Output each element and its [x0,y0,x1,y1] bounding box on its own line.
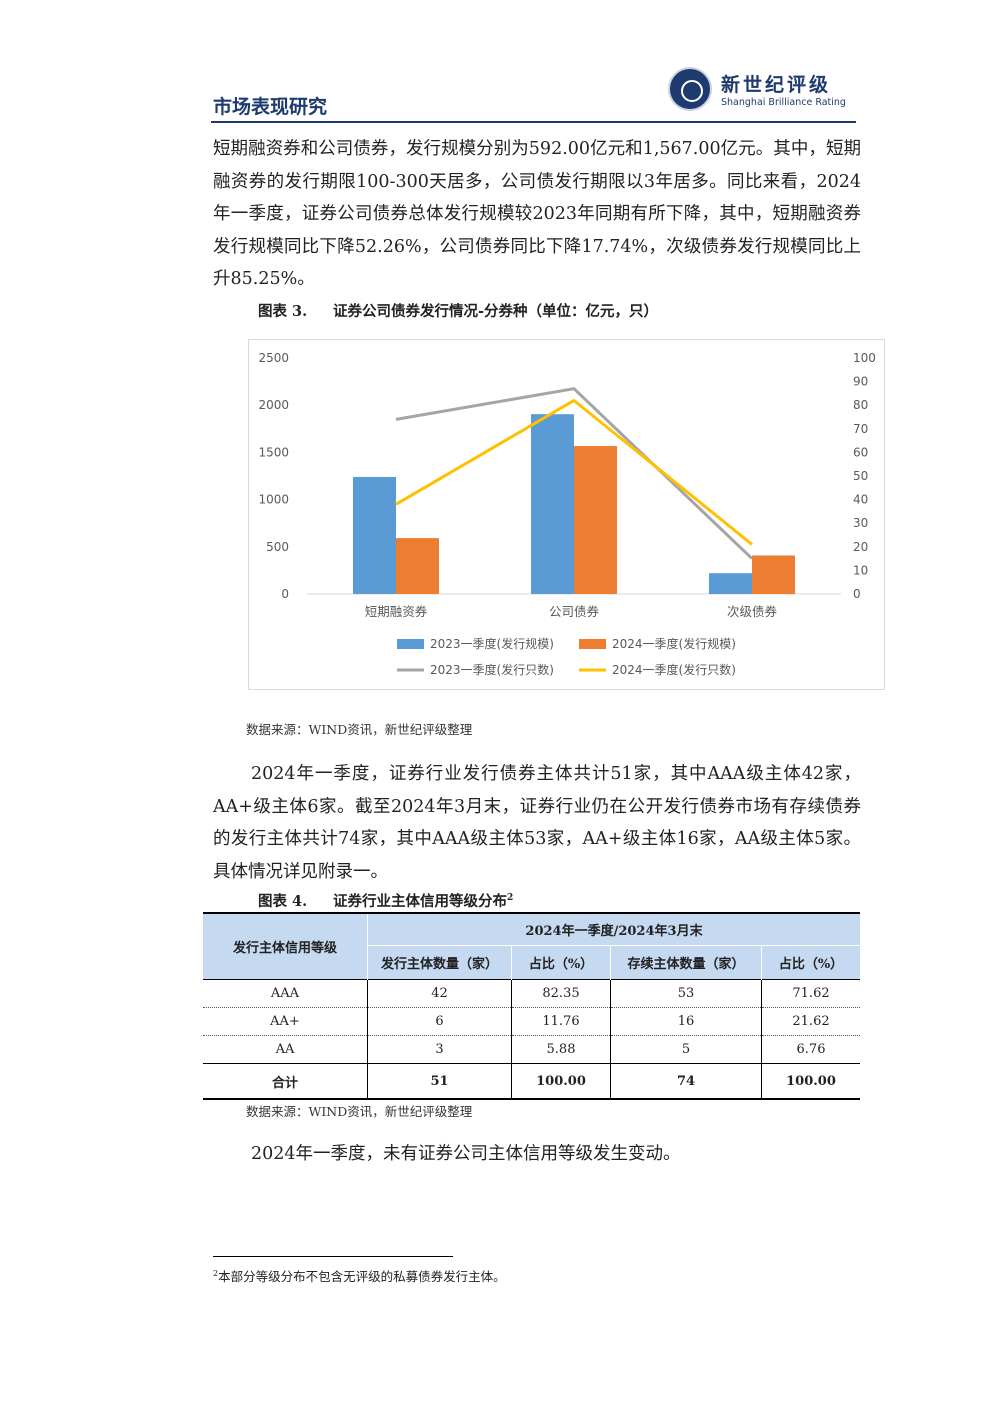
figure-4-title: 证券行业主体信用等级分布2 [333,893,514,910]
series-line [395,387,754,560]
header-divider [211,121,856,123]
cell: 74 [610,1063,762,1100]
cell: AA+ [203,1007,368,1036]
source-note-1: 数据来源：WIND资讯，新世纪评级整理 [246,722,473,737]
figure-3-title: 证券公司债券发行情况-分券种（单位：亿元，只） [333,303,659,320]
y-tick-label: 2000 [258,398,289,412]
cell: 5.88 [511,1035,611,1064]
y2-tick-label: 50 [853,469,868,483]
footnote-divider [213,1256,453,1257]
y2-tick-label: 100 [853,351,876,365]
cell: 51 [367,1063,512,1100]
cell: 100.00 [511,1063,611,1100]
cell: 合计 [203,1063,368,1100]
table-grouphead: 2024年一季度/2024年3月末 [367,912,860,946]
bar [531,414,574,594]
paragraph-1: 短期融资券和公司债券，发行规模分别为592.00亿元和1,567.00亿元。其中… [213,139,861,289]
y-tick-label: 2500 [258,351,289,365]
bar [752,555,795,594]
rating-distribution-table: 发行主体信用等级 2024年一季度/2024年3月末 发行主体数量（家） 占比（… [203,912,860,1100]
y-tick-label: 0 [281,587,289,601]
legend-label: 2024一季度(发行只数) [612,662,736,677]
logo-cn: 新世纪评级 [721,74,832,96]
y2-tick-label: 10 [853,563,868,577]
col-header: 占比（%） [761,945,860,980]
logo-emblem-icon [668,67,712,111]
footnote-ref: 2 [507,893,514,904]
y2-tick-label: 30 [853,516,868,530]
legend-label: 2023一季度(发行只数) [430,662,554,677]
paragraph-3: 2024年一季度，未有证券公司主体信用等级发生变动。 [251,1144,681,1164]
legend-label: 2024一季度(发行规模) [612,636,736,651]
cell: 5 [610,1035,762,1064]
cell: 11.76 [511,1007,611,1036]
y2-tick-label: 0 [853,587,861,601]
bar [353,476,396,594]
table-rowhead: 发行主体信用等级 [203,912,368,980]
footnote-text: 本部分等级分布不包含无评级的私募债券发行主体。 [218,1269,506,1284]
paragraph-2: 2024年一季度，证券行业发行债券主体共计51家，其中AAA级主体42家，AA+… [213,764,861,882]
col-header: 存续主体数量（家） [610,945,762,980]
y2-tick-label: 20 [853,540,868,554]
bar [396,538,439,594]
chart-container: 0 500 1000 1500 2000 2500 0 10 20 30 40 50 60 70 80 90 1… [248,339,885,690]
source-note-2: 数据来源：WIND资讯，新世纪评级整理 [246,1104,473,1119]
legend-swatch [579,639,606,649]
table-row: AA 3 5.88 5 6.76 [203,1035,860,1064]
cell: 53 [610,979,762,1008]
x-tick-label: 次级债券 [727,604,778,619]
cell: 6.76 [761,1035,860,1064]
legend-swatch [397,639,424,649]
series-line [395,398,753,546]
cell: 82.35 [511,979,611,1008]
y-tick-label: 500 [266,540,289,554]
table-row: AA+ 6 11.76 16 21.62 [203,1007,860,1036]
table-row: AAA 42 82.35 53 71.62 [203,979,860,1008]
footnote: 2本部分等级分布不包含无评级的私募债券发行主体。 [213,1266,506,1285]
y2-tick-label: 60 [853,445,868,459]
cell: 100.00 [761,1063,860,1100]
y2-tick-label: 90 [853,375,868,389]
footnote-mark: 2 [213,1268,219,1278]
section-title: 市场表现研究 [213,96,328,118]
bond-issuance-chart: 0 500 1000 1500 2000 2500 0 10 20 30 40 50 60 70 80 90 1… [258,351,876,677]
x-tick-label: 公司债券 [549,604,600,619]
y2-tick-label: 80 [853,398,868,412]
cell: 16 [610,1007,762,1036]
bar [574,446,617,594]
logo-en: Shanghai Brilliance Rating [721,97,846,108]
table-total-row: 合计 51 100.00 74 100.00 [203,1063,860,1100]
cell: 3 [367,1035,512,1064]
y2-tick-label: 70 [853,422,868,436]
bar [709,573,752,594]
cell: 42 [367,979,512,1008]
y-tick-label: 1000 [258,493,289,507]
cell: AAA [203,979,368,1008]
col-header: 占比（%） [511,945,611,980]
cell: 6 [367,1007,512,1036]
y2-tick-label: 40 [853,493,868,507]
legend-label: 2023一季度(发行规模) [430,636,554,651]
figure-3-label: 图表 3. [258,303,308,320]
y-tick-label: 1500 [258,445,289,459]
cell: AA [203,1035,368,1064]
cell: 71.62 [761,979,860,1008]
col-header: 发行主体数量（家） [367,945,512,980]
x-tick-label: 短期融资券 [365,604,428,619]
cell: 21.62 [761,1007,860,1036]
figure-4-label: 图表 4. [258,893,308,910]
